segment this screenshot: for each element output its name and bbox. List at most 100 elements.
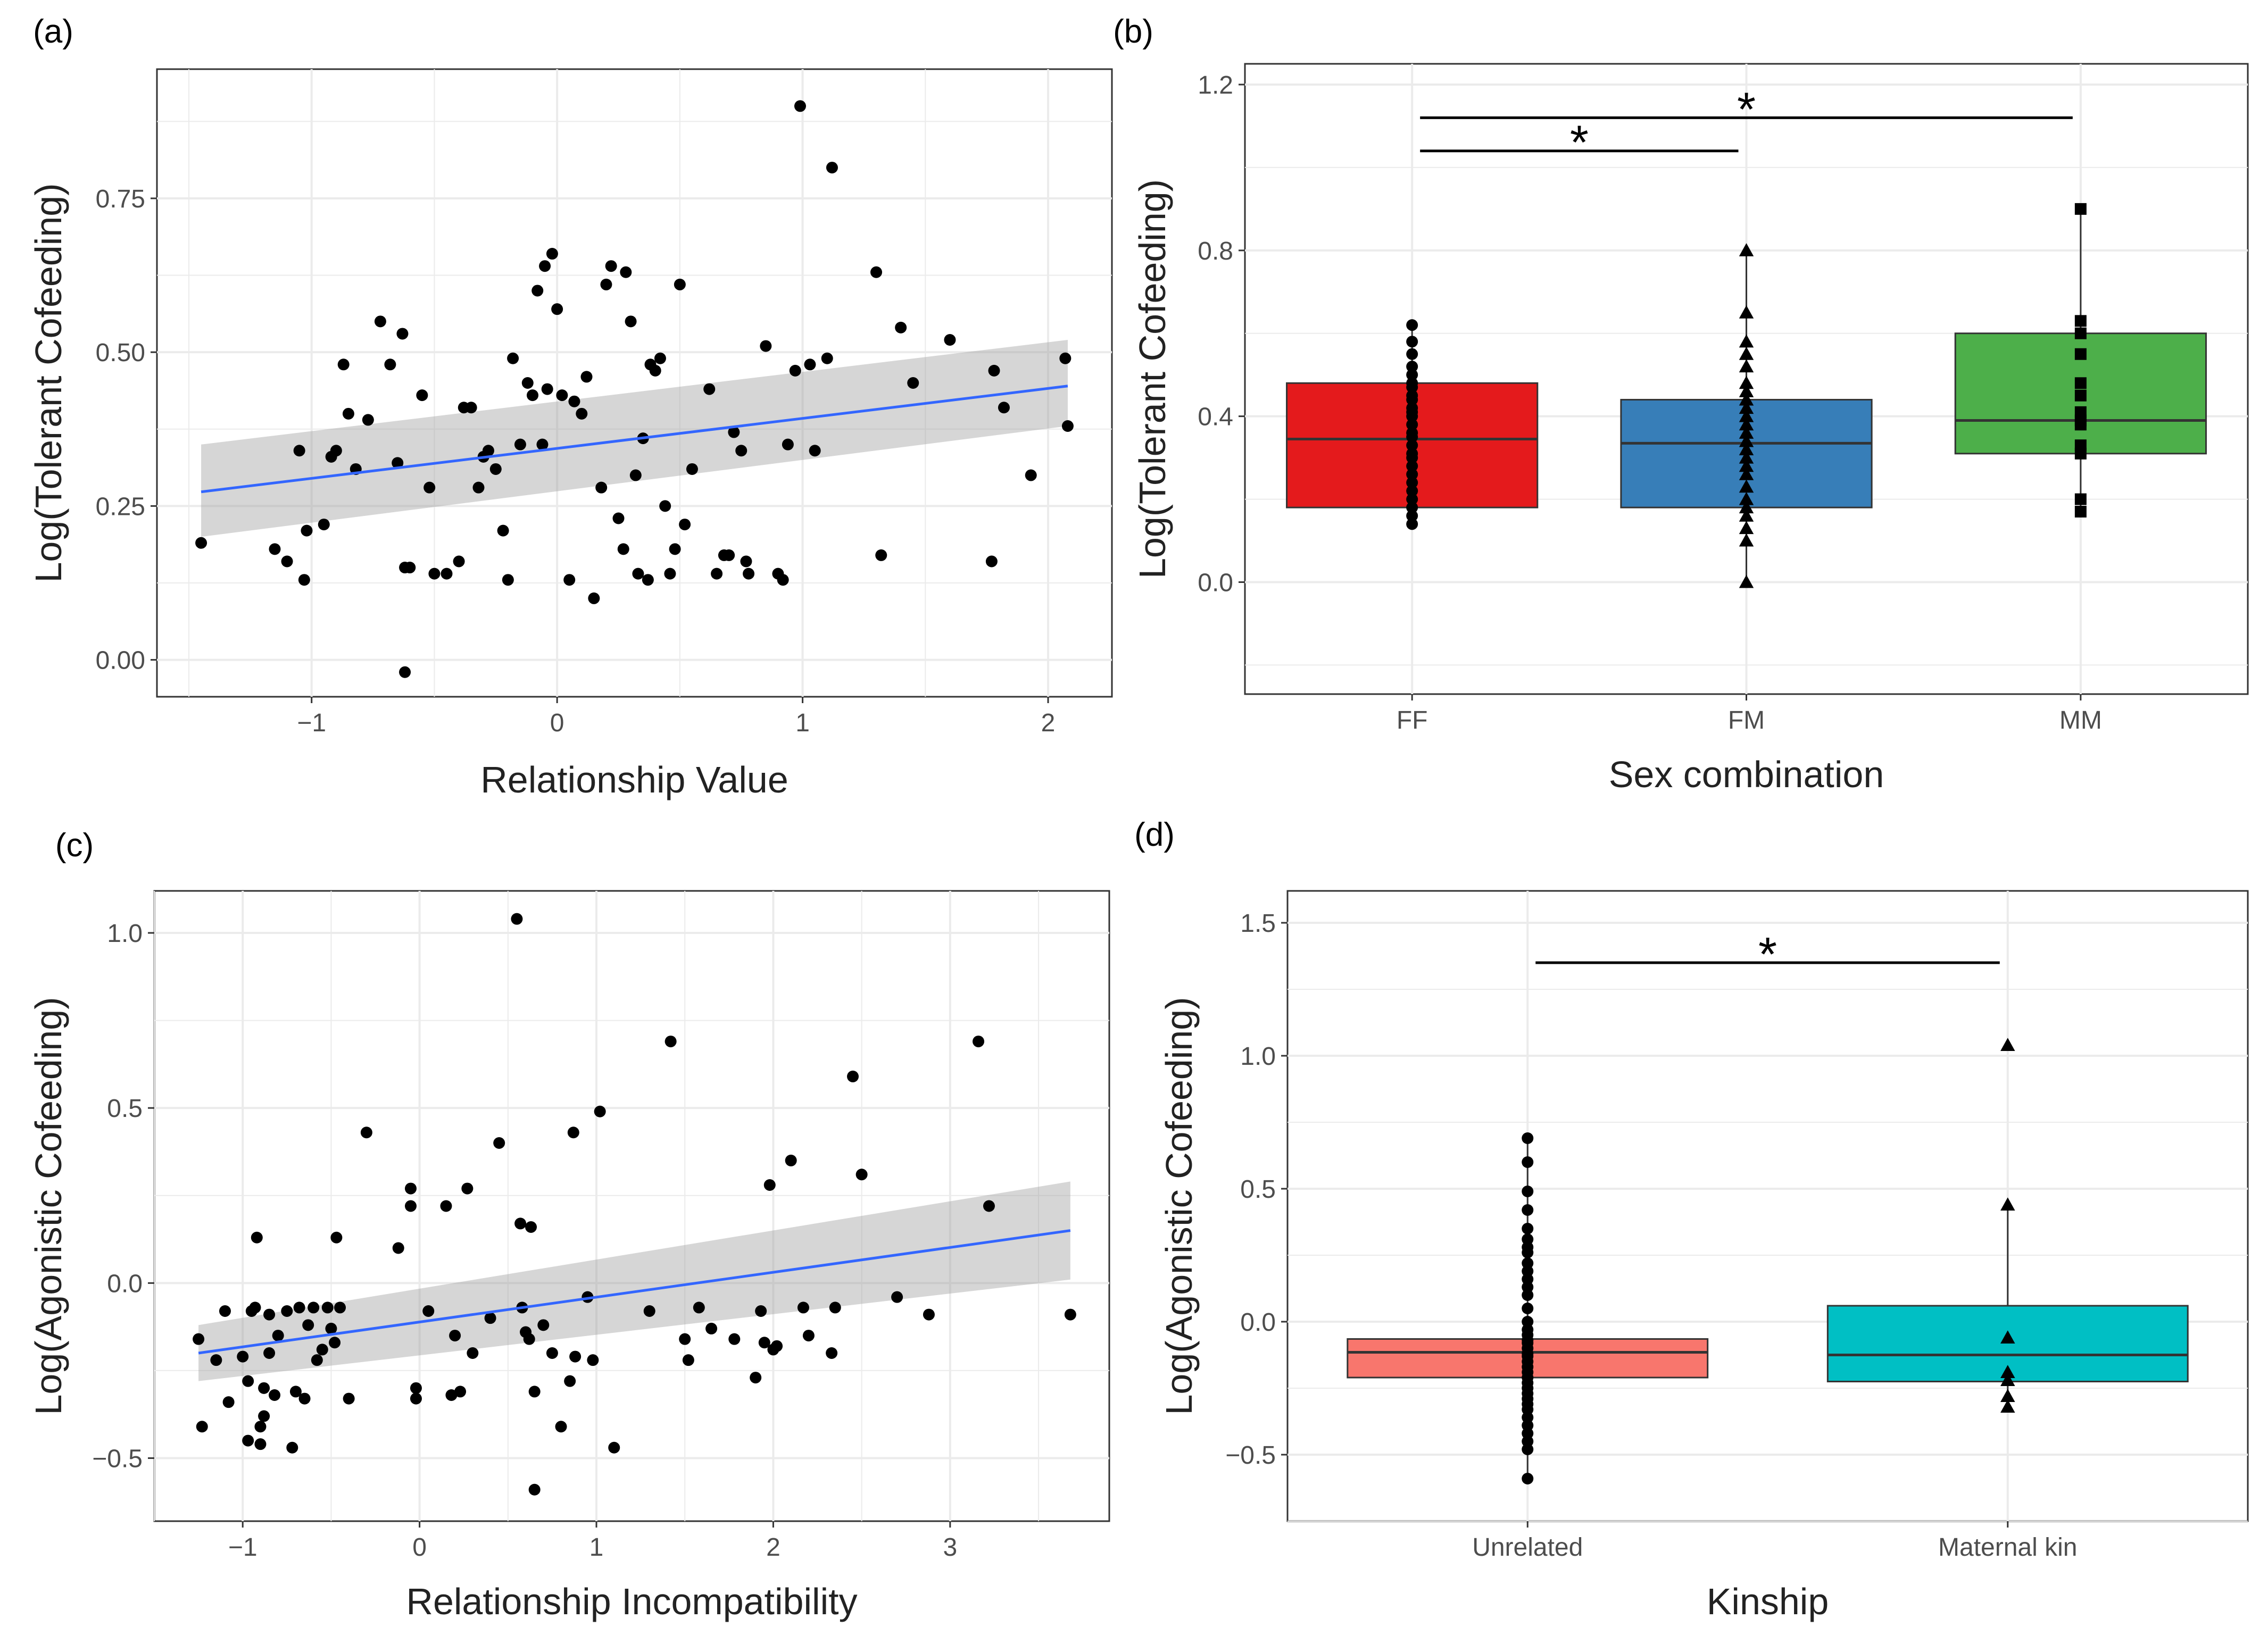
data-point xyxy=(472,481,485,494)
data-point xyxy=(782,438,794,450)
data-point xyxy=(249,1301,261,1314)
data-point xyxy=(711,568,723,580)
box-maternal-kin xyxy=(1826,1038,2189,1413)
data-point xyxy=(1406,402,1418,414)
data-point xyxy=(502,574,514,586)
data-point xyxy=(1406,439,1418,452)
data-point xyxy=(1522,1186,1534,1197)
data-point xyxy=(318,519,330,531)
data-point xyxy=(392,1242,404,1254)
data-point xyxy=(1739,500,1754,514)
data-point xyxy=(360,1127,372,1139)
data-point xyxy=(1739,408,1754,422)
data-point xyxy=(600,278,612,290)
data-point xyxy=(587,1354,599,1366)
data-point xyxy=(1739,392,1754,406)
data-point xyxy=(794,100,806,112)
x-tick-label: FM xyxy=(1728,706,1765,735)
data-point xyxy=(2000,1330,2015,1344)
data-point xyxy=(1406,477,1418,489)
data-point xyxy=(659,500,671,512)
data-point xyxy=(404,1200,417,1212)
data-point xyxy=(465,402,477,414)
data-point xyxy=(2000,1389,2015,1402)
y-tick-label: 0.4 xyxy=(1198,403,1233,431)
x-tick-label: 0 xyxy=(550,709,564,737)
data-point xyxy=(1739,521,1754,535)
data-point xyxy=(2074,377,2087,389)
data-point xyxy=(342,407,354,420)
data-point xyxy=(242,1375,254,1387)
data-point xyxy=(337,358,350,371)
data-point xyxy=(895,321,907,333)
data-point xyxy=(1406,468,1418,480)
data-point xyxy=(1739,467,1754,480)
y-tick-label: 1.0 xyxy=(1240,1042,1276,1071)
data-point xyxy=(531,285,544,297)
data-point xyxy=(428,568,441,580)
data-point xyxy=(258,1382,270,1394)
data-point xyxy=(311,1354,323,1366)
data-point xyxy=(2000,1373,2015,1386)
data-point xyxy=(2074,327,2087,339)
box-points xyxy=(2074,203,2087,518)
data-point xyxy=(2074,203,2087,215)
data-point xyxy=(1406,336,1418,348)
data-point xyxy=(758,1337,770,1349)
data-point xyxy=(1739,359,1754,373)
x-tick-label: 3 xyxy=(943,1533,957,1562)
data-point xyxy=(1406,460,1418,472)
data-point xyxy=(514,1217,527,1230)
data-point xyxy=(891,1291,903,1303)
data-point xyxy=(454,1386,467,1398)
data-point xyxy=(686,463,698,475)
y-tick-label: 0.5 xyxy=(1240,1175,1276,1204)
data-point xyxy=(1739,334,1754,348)
y-tick-label: 0.8 xyxy=(1198,237,1233,265)
data-point xyxy=(802,1330,815,1342)
panel-label: (d) xyxy=(1134,816,1175,853)
data-point xyxy=(763,1179,776,1191)
data-point xyxy=(453,555,465,568)
data-point xyxy=(528,1483,541,1496)
data-point xyxy=(875,549,887,561)
data-point xyxy=(789,364,801,377)
data-point xyxy=(416,389,428,402)
data-point xyxy=(617,543,629,555)
x-tick-label: Maternal kin xyxy=(1938,1533,2077,1562)
data-point xyxy=(1739,376,1754,389)
data-point xyxy=(1406,427,1418,439)
data-point xyxy=(422,1305,435,1317)
data-point xyxy=(404,562,416,574)
data-point xyxy=(343,1392,355,1405)
data-point xyxy=(1406,502,1418,514)
x-tick-label: Unrelated xyxy=(1472,1533,1583,1562)
data-point xyxy=(445,1389,458,1401)
data-point xyxy=(588,592,600,604)
panel-c: (c) −0.5 0.0 0.5 1.0 −1 0 1 2 3 Relationship Incom… xyxy=(28,827,1110,1622)
y-axis-title: Log(Agonistic Cofeeding) xyxy=(28,997,69,1415)
data-point xyxy=(511,913,523,925)
data-point xyxy=(1739,417,1754,431)
data-point xyxy=(643,1305,655,1317)
data-point xyxy=(723,549,735,561)
data-point xyxy=(551,303,563,315)
data-point xyxy=(1739,450,1754,464)
data-point xyxy=(755,1305,767,1317)
box-points xyxy=(1522,1132,1534,1484)
y-axis-title: Log(Agonistic Cofeeding) xyxy=(1158,997,1200,1415)
data-point xyxy=(281,1305,293,1317)
data-point xyxy=(620,266,632,278)
data-point xyxy=(1064,1308,1076,1321)
data-point xyxy=(497,524,509,537)
trend-line xyxy=(198,1229,1071,1355)
data-point xyxy=(693,1301,705,1314)
data-point xyxy=(1406,319,1418,331)
panel-label: (a) xyxy=(33,13,73,50)
data-point xyxy=(728,1333,741,1345)
data-points xyxy=(195,100,1074,678)
data-point xyxy=(580,371,593,383)
data-point xyxy=(467,1347,479,1359)
data-point xyxy=(334,1301,346,1314)
data-point xyxy=(196,1421,208,1433)
